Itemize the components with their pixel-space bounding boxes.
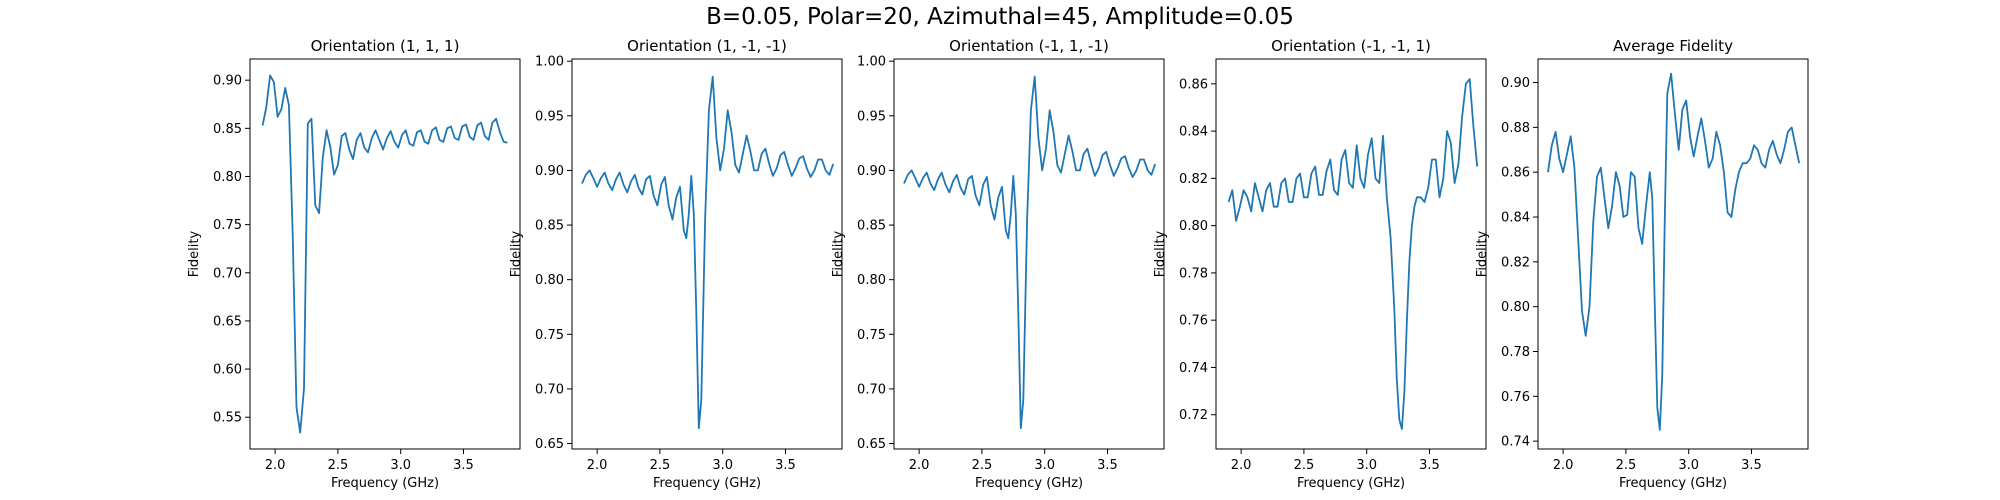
y-tick-label: 0.90 — [1501, 76, 1530, 91]
subplot-4: Orientation (-1, -1, 1) 2.0 2.5 3.0 3.5 0.72 0… — [1153, 37, 1487, 491]
y-tick-label: 0.78 — [1179, 266, 1208, 281]
data-line — [903, 75, 1157, 430]
y-tick-label: 0.76 — [1501, 390, 1530, 405]
y-tick-label: 0.65 — [213, 314, 242, 329]
y-tick-label: 0.85 — [535, 219, 564, 234]
y-tick-label: 0.55 — [213, 411, 242, 426]
y-axis-label: Fidelity — [187, 230, 202, 277]
x-tick-label: 2.5 — [650, 458, 671, 473]
axes-frame — [1215, 58, 1487, 450]
y-tick-label: 0.82 — [1179, 172, 1208, 187]
y-tick-label: 0.65 — [535, 437, 564, 452]
subplot-title: Orientation (1, 1, 1) — [311, 37, 460, 55]
data-line — [261, 74, 508, 434]
y-tick-label: 0.75 — [857, 328, 886, 343]
axes-frame — [571, 58, 843, 450]
subplot-3: Orientation (-1, 1, -1) 2.0 2.5 3.0 3.5 0.65 0… — [831, 37, 1165, 491]
y-tick-label: 0.90 — [213, 74, 242, 89]
y-tick-label: 0.70 — [857, 382, 886, 397]
data-line — [1227, 78, 1479, 430]
x-tick-label: 2.0 — [1231, 458, 1252, 473]
y-tick-label: 0.75 — [213, 218, 242, 233]
subplot-2: Orientation (1, -1, -1) 2.0 2.5 3.0 3.5 0.65 0… — [509, 37, 843, 491]
x-axis-label: Frequency (GHz) — [975, 476, 1083, 491]
x-axis-label: Frequency (GHz) — [1297, 476, 1405, 491]
y-tick-label: 0.90 — [857, 164, 886, 179]
subplot-1: Orientation (1, 1, 1) 2.0 2.5 3.0 3.5 0.55 0.6… — [187, 37, 521, 491]
x-tick-label: 3.0 — [1356, 458, 1377, 473]
y-tick-label: 0.72 — [1179, 408, 1208, 423]
subplot-title: Orientation (1, -1, -1) — [627, 37, 787, 55]
y-tick-label: 0.86 — [1501, 166, 1530, 181]
axes-frame — [1537, 58, 1809, 450]
x-tick-label: 3.5 — [1097, 458, 1118, 473]
y-axis-label: Fidelity — [1153, 230, 1168, 277]
y-tick-label: 0.80 — [535, 273, 564, 288]
x-tick-label: 3.5 — [1419, 458, 1440, 473]
x-tick-label: 2.5 — [972, 458, 993, 473]
y-tick-label: 0.90 — [535, 164, 564, 179]
x-tick-label: 2.0 — [587, 458, 608, 473]
subplot-title: Orientation (-1, -1, 1) — [1271, 37, 1431, 55]
y-axis-label: Fidelity — [831, 230, 846, 277]
x-axis-label: Frequency (GHz) — [331, 476, 439, 491]
y-tick-label: 1.00 — [857, 55, 886, 70]
y-axis-label: Fidelity — [509, 230, 524, 277]
y-tick-label: 0.82 — [1501, 255, 1530, 270]
x-tick-label: 2.5 — [1616, 458, 1637, 473]
data-line — [1547, 72, 1801, 431]
x-tick-label: 3.5 — [775, 458, 796, 473]
y-tick-label: 0.80 — [857, 273, 886, 288]
y-tick-label: 0.80 — [1501, 300, 1530, 315]
y-tick-label: 0.88 — [1501, 121, 1530, 136]
x-tick-label: 3.0 — [1678, 458, 1699, 473]
x-tick-label: 3.0 — [1034, 458, 1055, 473]
y-tick-label: 0.75 — [535, 328, 564, 343]
y-tick-label: 0.86 — [1179, 77, 1208, 92]
y-tick-label: 0.70 — [535, 382, 564, 397]
figure-suptitle: B=0.05, Polar=20, Azimuthal=45, Amplitud… — [706, 4, 1294, 30]
x-tick-label: 3.0 — [712, 458, 733, 473]
y-tick-label: 0.76 — [1179, 314, 1208, 329]
x-tick-label: 2.0 — [265, 458, 286, 473]
y-tick-label: 0.70 — [213, 266, 242, 281]
x-tick-label: 3.5 — [1741, 458, 1762, 473]
y-tick-label: 0.95 — [535, 109, 564, 124]
data-line — [581, 75, 835, 430]
x-tick-label: 2.0 — [909, 458, 930, 473]
y-tick-label: 0.84 — [1501, 211, 1530, 226]
y-tick-label: 0.95 — [857, 109, 886, 124]
x-tick-label: 2.5 — [328, 458, 349, 473]
y-tick-label: 0.85 — [213, 122, 242, 137]
subplot-title: Orientation (-1, 1, -1) — [949, 37, 1109, 55]
y-tick-label: 0.78 — [1501, 345, 1530, 360]
y-tick-label: 0.80 — [213, 170, 242, 185]
x-tick-label: 2.5 — [1294, 458, 1315, 473]
y-tick-label: 1.00 — [535, 55, 564, 70]
y-tick-label: 0.65 — [857, 437, 886, 452]
y-tick-label: 0.60 — [213, 363, 242, 378]
subplot-title: Average Fidelity — [1613, 37, 1733, 55]
axes-frame — [249, 58, 521, 450]
y-tick-label: 0.85 — [857, 219, 886, 234]
y-tick-label: 0.74 — [1501, 435, 1530, 450]
y-tick-label: 0.74 — [1179, 361, 1208, 376]
x-axis-label: Frequency (GHz) — [1619, 476, 1727, 491]
x-tick-label: 3.0 — [390, 458, 411, 473]
y-axis-label: Fidelity — [1475, 230, 1490, 277]
x-tick-label: 3.5 — [453, 458, 474, 473]
axes-frame — [893, 58, 1165, 450]
subplot-5: Average Fidelity 2.0 2.5 3.0 3.5 0.74 0.76 0.78… — [1475, 37, 1809, 491]
y-tick-label: 0.80 — [1179, 219, 1208, 234]
x-axis-label: Frequency (GHz) — [653, 476, 761, 491]
x-tick-label: 2.0 — [1553, 458, 1574, 473]
y-tick-label: 0.84 — [1179, 125, 1208, 140]
